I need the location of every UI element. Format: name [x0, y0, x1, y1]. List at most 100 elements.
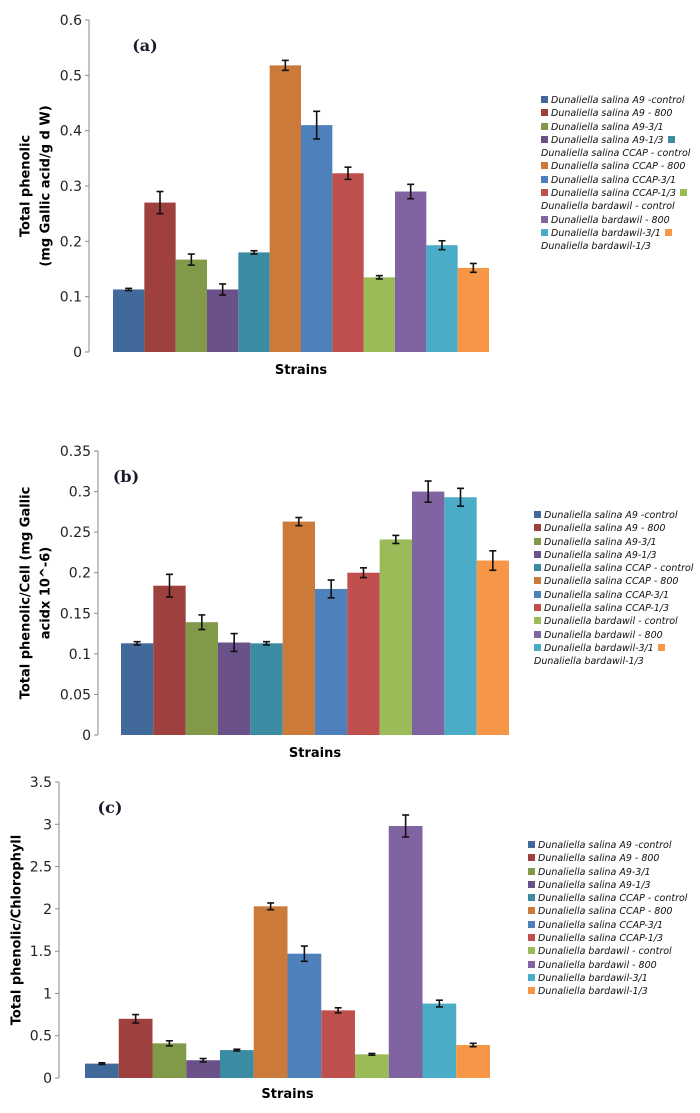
y-tick-label: 0.5	[30, 1029, 52, 1045]
legend-swatch	[534, 564, 541, 572]
y-tick-label: 0.05	[60, 687, 91, 703]
legend-item: Dunaliella bardawil - 800	[528, 959, 687, 972]
chart-b-svg: 0 0.05 0.1 0.15 0.2 0.25 0.3 0.35 (b) Strains Tota…	[19, 444, 509, 761]
legend-label: Dunaliella bardawil - 800	[551, 214, 670, 226]
bar	[185, 622, 218, 735]
bar	[412, 491, 445, 735]
bar	[153, 585, 186, 735]
legend-item: Dunaliella bardawil-1/3	[541, 240, 690, 253]
legend-label: Dunaliella salina CCAP - 800	[538, 906, 673, 918]
x-axis-title: Strains	[261, 1087, 313, 1102]
legend-swatch	[664, 228, 672, 236]
legend-swatch	[534, 511, 541, 518]
error-bar	[263, 640, 270, 646]
error-bar	[407, 183, 415, 200]
error-bar	[300, 945, 308, 963]
legend-item: Dunaliella salina CCAP - 800	[528, 905, 687, 918]
y-tick-label: 0.35	[60, 444, 91, 460]
x-axis-title: Strains	[275, 363, 327, 378]
error-bar	[424, 480, 432, 503]
legend-a: Dunaliella salina A9 -control Dunaliella …	[541, 94, 690, 254]
bar	[332, 173, 364, 352]
y-tick-label: 0.6	[60, 13, 82, 29]
legend-swatch	[528, 987, 535, 995]
legend-item: Dunaliella salina CCAP-3/1	[534, 589, 693, 602]
bar	[379, 539, 412, 735]
error-bar	[198, 614, 206, 631]
bar	[186, 1060, 220, 1078]
legend-swatch	[667, 135, 675, 143]
y-tick-label: 0.2	[60, 234, 82, 250]
error-bar	[489, 550, 497, 572]
legend-swatch	[528, 934, 535, 942]
legend-label: Dunaliella bardawil - control	[541, 201, 675, 213]
legend-swatch	[541, 96, 548, 103]
error-bar	[166, 573, 173, 598]
y-tick-label: 0.15	[60, 606, 91, 622]
legend-item: Dunaliella salina A9-1/3	[541, 134, 690, 147]
legend-label: Dunaliella salina A9-1/3	[551, 134, 664, 146]
bar	[85, 1063, 119, 1078]
legend-label: Dunaliella bardawil-1/3	[534, 656, 644, 668]
error-bar	[402, 814, 410, 838]
legend-item: Dunaliella salina A9 -control	[534, 509, 693, 522]
legend-label: Dunaliella salina A9-3/1	[551, 121, 664, 133]
legend-item: Dunaliella salina CCAP - control	[541, 147, 690, 160]
legend-label: Dunaliella salina CCAP - 800	[551, 161, 686, 173]
legend-label: Dunaliella salina A9 - 800	[544, 523, 666, 535]
legend-swatch	[534, 617, 541, 625]
legend-item: Dunaliella bardawil - 800	[541, 214, 690, 227]
legend-swatch	[657, 643, 665, 651]
panel-label: (a)	[132, 36, 158, 55]
chart-panel-c: 0 0.5 1 1.5 2 2.5 3 3.5 (c) Strains Total phenolic…	[0, 770, 700, 1113]
legend-swatch	[528, 841, 535, 848]
legend-swatch	[541, 109, 548, 117]
bar	[444, 497, 477, 735]
error-bar	[156, 190, 164, 215]
legend-item: Dunaliella bardawil - 800	[534, 629, 693, 642]
y-tick-label: 0.5	[60, 68, 82, 84]
legend-swatch	[534, 643, 541, 651]
error-bar	[267, 902, 275, 911]
legend-swatch	[534, 550, 541, 558]
legend-label: Dunaliella salina A9 -control	[544, 510, 678, 521]
bar	[476, 560, 509, 735]
panel-label: (c)	[98, 798, 123, 817]
error-bar	[360, 567, 367, 579]
legend-item: Dunaliella bardawil-1/3	[528, 985, 687, 998]
legend-item: Dunaliella salina CCAP-3/1	[541, 174, 690, 187]
y-axis-title: Total phenolic	[19, 135, 34, 237]
legend-item: Dunaliella bardawil - control	[541, 200, 690, 213]
y-tick-label: 2.5	[30, 860, 52, 876]
chart-c-svg: 0 0.5 1 1.5 2 2.5 3 3.5 (c) Strains Total phenolic…	[10, 775, 490, 1102]
legend-item: Dunaliella salina A9 - 800	[534, 522, 693, 535]
error-bar	[125, 287, 133, 292]
y-axis-title: acidx 10^-6)	[39, 547, 54, 640]
legend-c: Dunaliella salina A9 -control Dunaliella …	[528, 839, 687, 999]
legend-swatch	[541, 122, 548, 130]
y-tick-label: 0.2	[69, 566, 91, 582]
legend-item: Dunaliella bardawil-3/1	[534, 642, 693, 655]
error-bar	[313, 110, 321, 140]
error-bar	[327, 579, 335, 599]
legend-label: Dunaliella salina CCAP-3/1	[538, 919, 664, 931]
error-bar	[435, 999, 443, 1008]
legend-b: Dunaliella salina A9 -control Dunaliella …	[534, 509, 693, 669]
bar	[287, 953, 322, 1078]
legend-item: Dunaliella bardawil-3/1	[528, 972, 687, 985]
error-bar	[98, 1061, 106, 1066]
legend-swatch	[680, 189, 688, 197]
error-bar	[250, 249, 258, 255]
error-bar	[344, 166, 352, 181]
bar	[282, 521, 315, 735]
legend-label: Dunaliella salina A9-1/3	[538, 879, 651, 891]
legend-swatch	[534, 577, 541, 585]
y-tick-label: 3	[43, 817, 52, 833]
bar	[121, 643, 154, 735]
bar	[422, 1003, 457, 1078]
legend-label: Dunaliella salina A9 -control	[538, 840, 672, 851]
legend-item: Dunaliella salina CCAP - control	[534, 562, 693, 575]
legend-label: Dunaliella salina A9-3/1	[538, 866, 651, 878]
legend-swatch	[534, 630, 541, 638]
legend-label: Dunaliella salina CCAP-1/3	[551, 188, 677, 200]
